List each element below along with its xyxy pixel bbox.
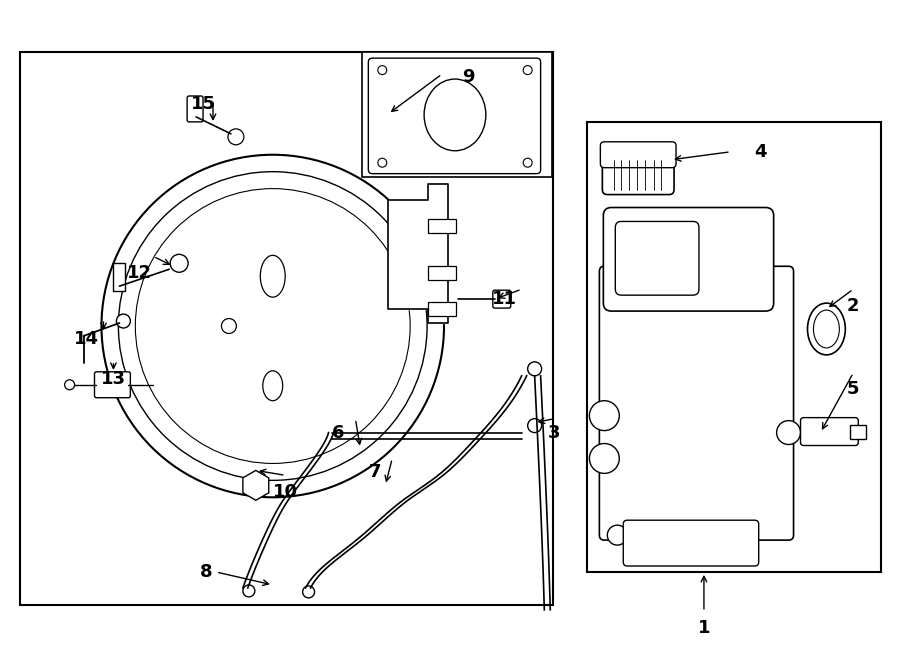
Circle shape [116, 314, 130, 328]
Circle shape [777, 420, 800, 444]
Circle shape [727, 525, 747, 545]
Text: 7: 7 [369, 463, 382, 481]
FancyBboxPatch shape [602, 153, 674, 194]
Text: 12: 12 [127, 264, 152, 282]
Text: 11: 11 [492, 290, 517, 308]
Ellipse shape [243, 585, 255, 597]
Ellipse shape [170, 254, 188, 272]
FancyBboxPatch shape [616, 221, 699, 295]
Circle shape [65, 380, 75, 390]
Ellipse shape [527, 418, 542, 432]
FancyBboxPatch shape [94, 372, 130, 398]
FancyBboxPatch shape [113, 263, 125, 291]
Ellipse shape [424, 79, 486, 151]
FancyBboxPatch shape [599, 266, 794, 540]
FancyBboxPatch shape [493, 290, 510, 308]
Circle shape [378, 158, 387, 167]
Ellipse shape [263, 371, 283, 401]
FancyBboxPatch shape [368, 58, 541, 174]
Text: 10: 10 [274, 483, 298, 501]
FancyBboxPatch shape [20, 52, 553, 605]
Circle shape [608, 525, 627, 545]
Text: 5: 5 [847, 380, 860, 398]
Text: 13: 13 [101, 369, 126, 388]
Circle shape [687, 525, 707, 545]
Ellipse shape [814, 310, 840, 348]
FancyBboxPatch shape [603, 208, 774, 311]
Circle shape [102, 155, 444, 497]
Circle shape [523, 158, 532, 167]
Circle shape [523, 65, 532, 75]
Circle shape [590, 401, 619, 430]
Text: 1: 1 [698, 619, 710, 637]
Text: 8: 8 [200, 563, 212, 581]
FancyBboxPatch shape [187, 96, 203, 122]
FancyBboxPatch shape [428, 219, 456, 233]
Text: 2: 2 [847, 297, 860, 315]
Text: 14: 14 [74, 330, 99, 348]
FancyBboxPatch shape [850, 424, 866, 438]
Circle shape [378, 65, 387, 75]
FancyBboxPatch shape [800, 418, 859, 446]
Text: 9: 9 [462, 68, 474, 86]
Ellipse shape [260, 255, 285, 297]
Text: 15: 15 [191, 95, 215, 113]
Ellipse shape [228, 129, 244, 145]
Text: 6: 6 [332, 424, 345, 442]
FancyBboxPatch shape [428, 302, 456, 316]
Circle shape [647, 525, 667, 545]
Text: 4: 4 [754, 143, 767, 161]
Ellipse shape [302, 586, 315, 598]
FancyBboxPatch shape [624, 520, 759, 566]
Circle shape [590, 444, 619, 473]
FancyBboxPatch shape [588, 122, 881, 572]
Polygon shape [388, 184, 448, 323]
Text: 3: 3 [548, 424, 561, 442]
Ellipse shape [527, 362, 542, 376]
Ellipse shape [807, 303, 845, 355]
FancyBboxPatch shape [428, 266, 456, 280]
FancyBboxPatch shape [363, 52, 552, 176]
Ellipse shape [221, 319, 237, 334]
FancyBboxPatch shape [600, 142, 676, 168]
